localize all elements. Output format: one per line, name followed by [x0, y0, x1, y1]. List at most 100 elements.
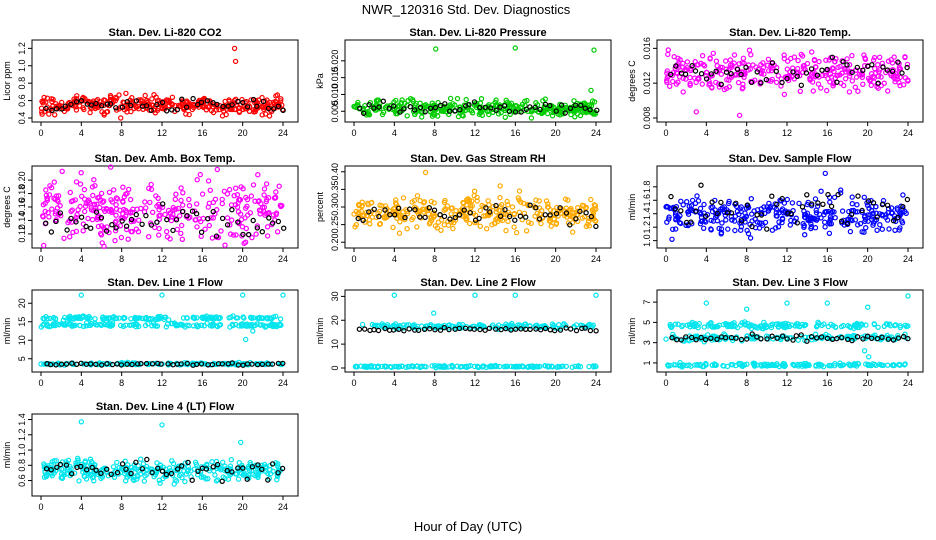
data-point — [902, 54, 908, 61]
y-tick-label: 0.35 — [330, 181, 340, 199]
data-point — [125, 236, 131, 242]
data-point — [748, 322, 754, 328]
hourly-point — [582, 105, 588, 111]
data-point — [123, 90, 129, 97]
data-point — [178, 321, 185, 327]
hourly-point — [93, 467, 99, 473]
data-point — [543, 198, 550, 204]
data-point — [472, 212, 479, 218]
data-point — [677, 359, 683, 366]
data-point — [228, 217, 235, 223]
data-point — [563, 322, 569, 329]
data-point — [194, 176, 200, 183]
hourly-point — [593, 223, 599, 230]
data-point — [504, 198, 510, 205]
data-point — [788, 55, 794, 62]
data-points — [663, 170, 911, 242]
panel-title: Stan. Dev. Sample Flow — [729, 153, 852, 165]
hourly-point — [265, 477, 271, 483]
data-point — [392, 200, 399, 206]
data-point — [48, 462, 54, 468]
outlier-point — [422, 169, 429, 176]
data-point — [206, 200, 212, 206]
data-point — [695, 75, 702, 81]
data-point — [552, 325, 559, 331]
data-point — [107, 164, 114, 170]
hourly-point — [93, 100, 99, 107]
data-point — [812, 224, 819, 231]
hourly-point — [688, 219, 694, 225]
hourly-point — [577, 208, 583, 215]
data-point — [210, 109, 217, 116]
outlier-point — [866, 354, 872, 360]
data-point — [884, 321, 891, 328]
hourly-point — [240, 231, 246, 238]
data-point — [178, 230, 184, 237]
data-point — [234, 315, 241, 321]
data-point — [831, 363, 838, 369]
data-point — [810, 88, 817, 94]
data-point — [44, 471, 50, 478]
data-point — [881, 80, 887, 86]
hourly-point — [235, 98, 241, 105]
data-point — [176, 213, 183, 219]
data-point — [258, 315, 264, 321]
data-point — [885, 88, 891, 94]
data-point — [89, 184, 96, 190]
data-point — [212, 472, 218, 478]
plot-frame — [31, 289, 299, 373]
data-point — [780, 322, 786, 329]
data-point — [410, 364, 417, 370]
data-point — [716, 225, 722, 232]
data-point — [454, 363, 460, 369]
hourly-point — [788, 210, 794, 217]
data-point — [562, 102, 568, 109]
data-point — [896, 64, 903, 71]
x-tick-label: 8 — [119, 378, 124, 388]
data-point — [51, 179, 58, 185]
data-point — [486, 202, 492, 208]
hourly-point — [829, 54, 836, 61]
hourly-point — [124, 361, 130, 367]
hourly-point — [68, 101, 74, 108]
hourly-point — [57, 210, 64, 216]
data-point — [130, 206, 136, 212]
y-tick-label: 0.25 — [330, 216, 340, 234]
hourly-point — [573, 327, 580, 334]
hourly-point — [229, 469, 235, 475]
hourly-point — [502, 206, 508, 213]
data-point — [199, 191, 206, 197]
x-tick-label: 24 — [278, 502, 288, 512]
hourly-point — [178, 463, 185, 469]
data-point — [44, 195, 50, 201]
hourly-point — [43, 220, 49, 226]
hourly-point — [386, 105, 392, 111]
hourly-point — [828, 203, 835, 210]
hourly-point — [382, 207, 388, 213]
data-point — [892, 322, 898, 329]
data-point — [159, 204, 166, 210]
data-point — [419, 363, 425, 370]
data-point — [866, 205, 872, 211]
data-point — [83, 320, 90, 326]
hourly-point — [219, 478, 225, 484]
x-tick-label: 16 — [510, 254, 520, 264]
outlier-point — [255, 171, 261, 178]
data-point — [241, 315, 247, 321]
hourly-point — [844, 62, 850, 68]
hourly-point — [482, 104, 488, 111]
data-point — [840, 322, 847, 329]
data-point — [163, 228, 170, 235]
hourly-point — [432, 327, 438, 333]
y-tick-label: 1.4 — [642, 207, 652, 220]
data-point — [871, 361, 878, 368]
y-tick-label: 5 — [642, 320, 652, 325]
hourly-point — [905, 335, 911, 342]
data-point — [277, 321, 283, 327]
data-points — [663, 293, 911, 370]
outlier-point — [159, 422, 165, 428]
data-point — [703, 69, 710, 76]
data-point — [194, 324, 201, 330]
y-axis-label: degrees C — [2, 186, 12, 228]
data-point — [198, 474, 205, 480]
